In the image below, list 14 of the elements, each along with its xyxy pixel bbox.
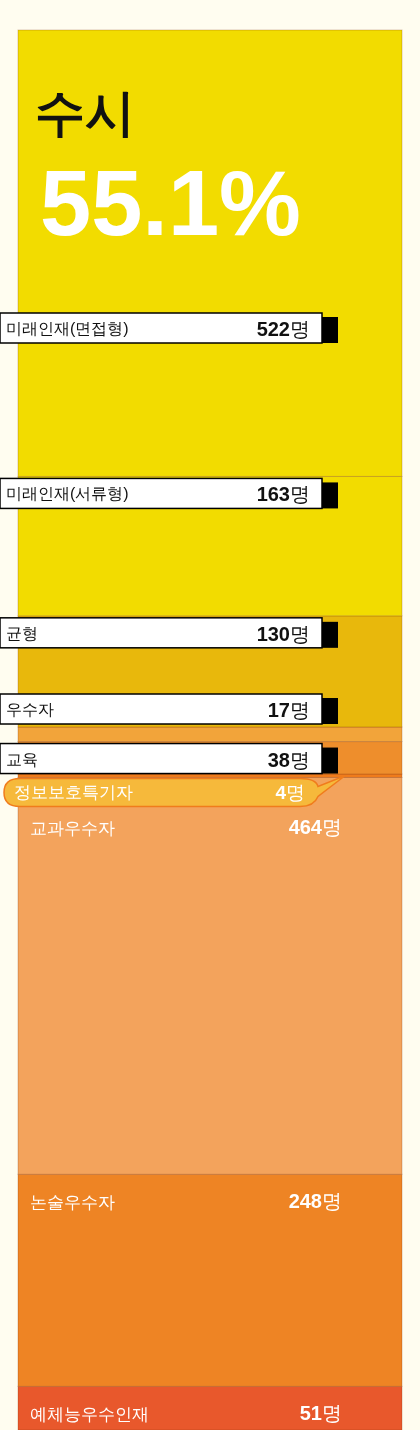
data-label: 38명 <box>267 748 310 771</box>
series-label: 교육 <box>6 750 38 768</box>
data-label: 17명 <box>267 699 310 722</box>
text: 55.1% <box>40 152 301 254</box>
series-label: 미래인재(면접형) <box>6 320 129 337</box>
data-label: 4명 <box>275 782 305 804</box>
text: 수시 <box>35 85 135 141</box>
data-label: 522명 <box>256 318 310 340</box>
data-label: 163명 <box>256 483 310 506</box>
series-label: 균형 <box>6 624 38 642</box>
series-label: 정보보호특기자 <box>14 783 133 803</box>
series-label: 미래인재(서류형) <box>6 485 129 503</box>
series-label: 우수자 <box>6 701 54 719</box>
data-label: 130명 <box>256 622 310 645</box>
